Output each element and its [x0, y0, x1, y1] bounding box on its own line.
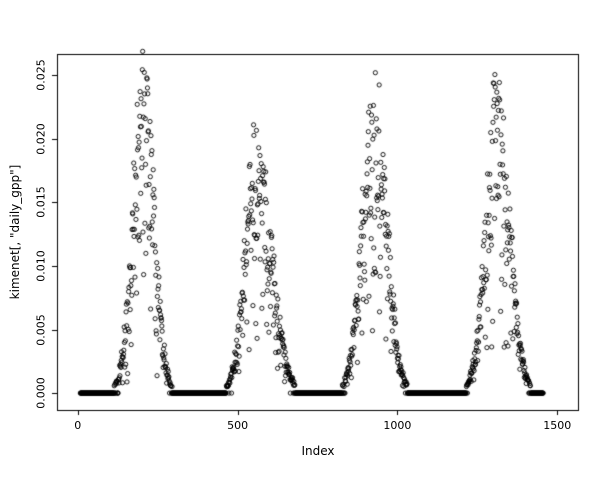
x-axis-label: Index	[301, 444, 335, 458]
y-axis-label: kimenet[, "daily_gpp"]	[8, 164, 22, 300]
